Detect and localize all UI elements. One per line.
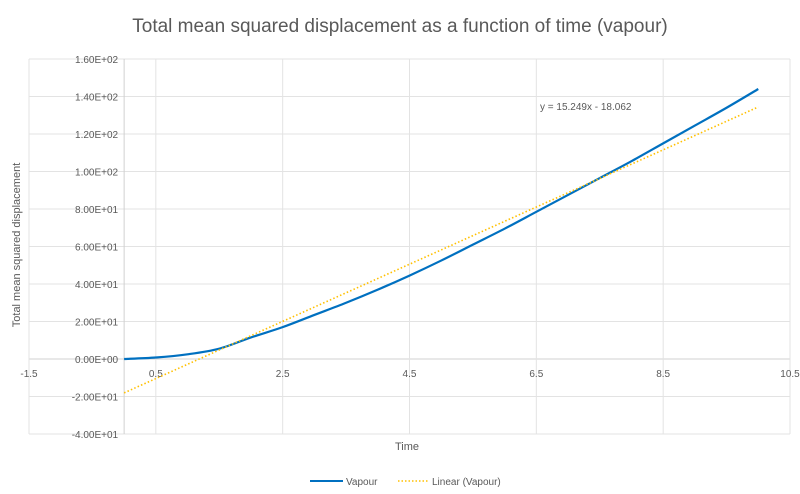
x-tick-label: 8.5 <box>656 369 670 380</box>
y-tick-label: 8.00E+01 <box>75 205 119 216</box>
x-tick-label: 6.5 <box>529 369 543 380</box>
legend-label-vapour: Vapour <box>346 477 378 488</box>
y-tick-label: -2.00E+01 <box>72 393 119 404</box>
x-axis-label: Time <box>395 441 419 453</box>
tick-labels: -4.00E+01 -2.00E+01 0.00E+00 2.00E+01 4.00E+… <box>20 55 800 441</box>
x-tick-label: 4.5 <box>403 369 417 380</box>
y-tick-label: 1.00E+02 <box>75 168 119 179</box>
y-tick-label: 6.00E+01 <box>75 243 119 254</box>
y-tick-label: 4.00E+01 <box>75 280 119 291</box>
legend: Vapour Linear (Vapour) <box>310 477 501 488</box>
y-tick-label: 1.40E+02 <box>75 93 119 104</box>
series-line-vapour <box>124 88 759 361</box>
gridlines <box>28 58 791 435</box>
y-tick-label: 0.00E+00 <box>75 355 119 366</box>
y-axis-label: Total mean squared displacement <box>11 163 23 327</box>
series-group <box>123 88 759 394</box>
y-tick-label: 1.60E+02 <box>75 55 119 66</box>
trendline-equation: y = 15.249x - 18.062 <box>540 102 632 113</box>
legend-label-linear: Linear (Vapour) <box>432 477 501 488</box>
y-tick-label: 2.00E+01 <box>75 318 119 329</box>
x-tick-label: 10.5 <box>780 369 800 380</box>
x-tick-label: 0.5 <box>149 369 163 380</box>
chart-title: Total mean squared displacement as a fun… <box>132 16 667 37</box>
trendline-linear-vapour <box>123 106 759 394</box>
y-tick-label: -4.00E+01 <box>72 430 119 441</box>
x-tick-label: -1.5 <box>20 369 38 380</box>
y-tick-label: 1.20E+02 <box>75 130 119 141</box>
x-tick-label: 2.5 <box>276 369 290 380</box>
